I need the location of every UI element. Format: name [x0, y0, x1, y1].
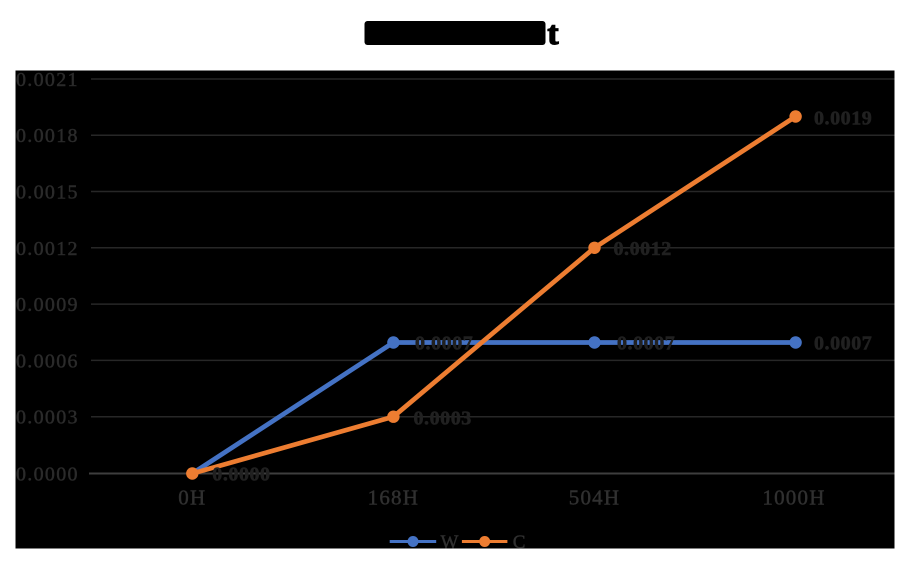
- svg-text:0.0015: 0.0015: [16, 182, 79, 204]
- svg-text:1000H: 1000H: [762, 486, 825, 510]
- svg-text:0.0009: 0.0009: [16, 294, 79, 316]
- svg-text:0H: 0H: [178, 486, 206, 510]
- svg-text:504H: 504H: [569, 486, 620, 510]
- svg-text:0.0007: 0.0007: [415, 333, 473, 355]
- svg-text:0.0006: 0.0006: [16, 350, 79, 372]
- svg-text:0.0012: 0.0012: [614, 238, 672, 260]
- svg-text:0.0007: 0.0007: [617, 333, 675, 355]
- svg-text:0.0012: 0.0012: [16, 238, 79, 260]
- svg-text:168H: 168H: [368, 486, 419, 510]
- svg-text:0.0000: 0.0000: [212, 464, 270, 486]
- svg-text:C: C: [513, 532, 526, 553]
- svg-text:t: t: [548, 16, 559, 52]
- svg-text:0.0007: 0.0007: [814, 333, 872, 355]
- svg-text:0.0003: 0.0003: [414, 408, 472, 430]
- svg-text:0.0000: 0.0000: [16, 464, 79, 486]
- svg-text:W: W: [441, 532, 459, 553]
- svg-text:0.0021: 0.0021: [16, 69, 79, 91]
- svg-text:0.0019: 0.0019: [814, 108, 872, 130]
- svg-text:0.0003: 0.0003: [16, 407, 79, 429]
- svg-text:0.0018: 0.0018: [16, 125, 79, 147]
